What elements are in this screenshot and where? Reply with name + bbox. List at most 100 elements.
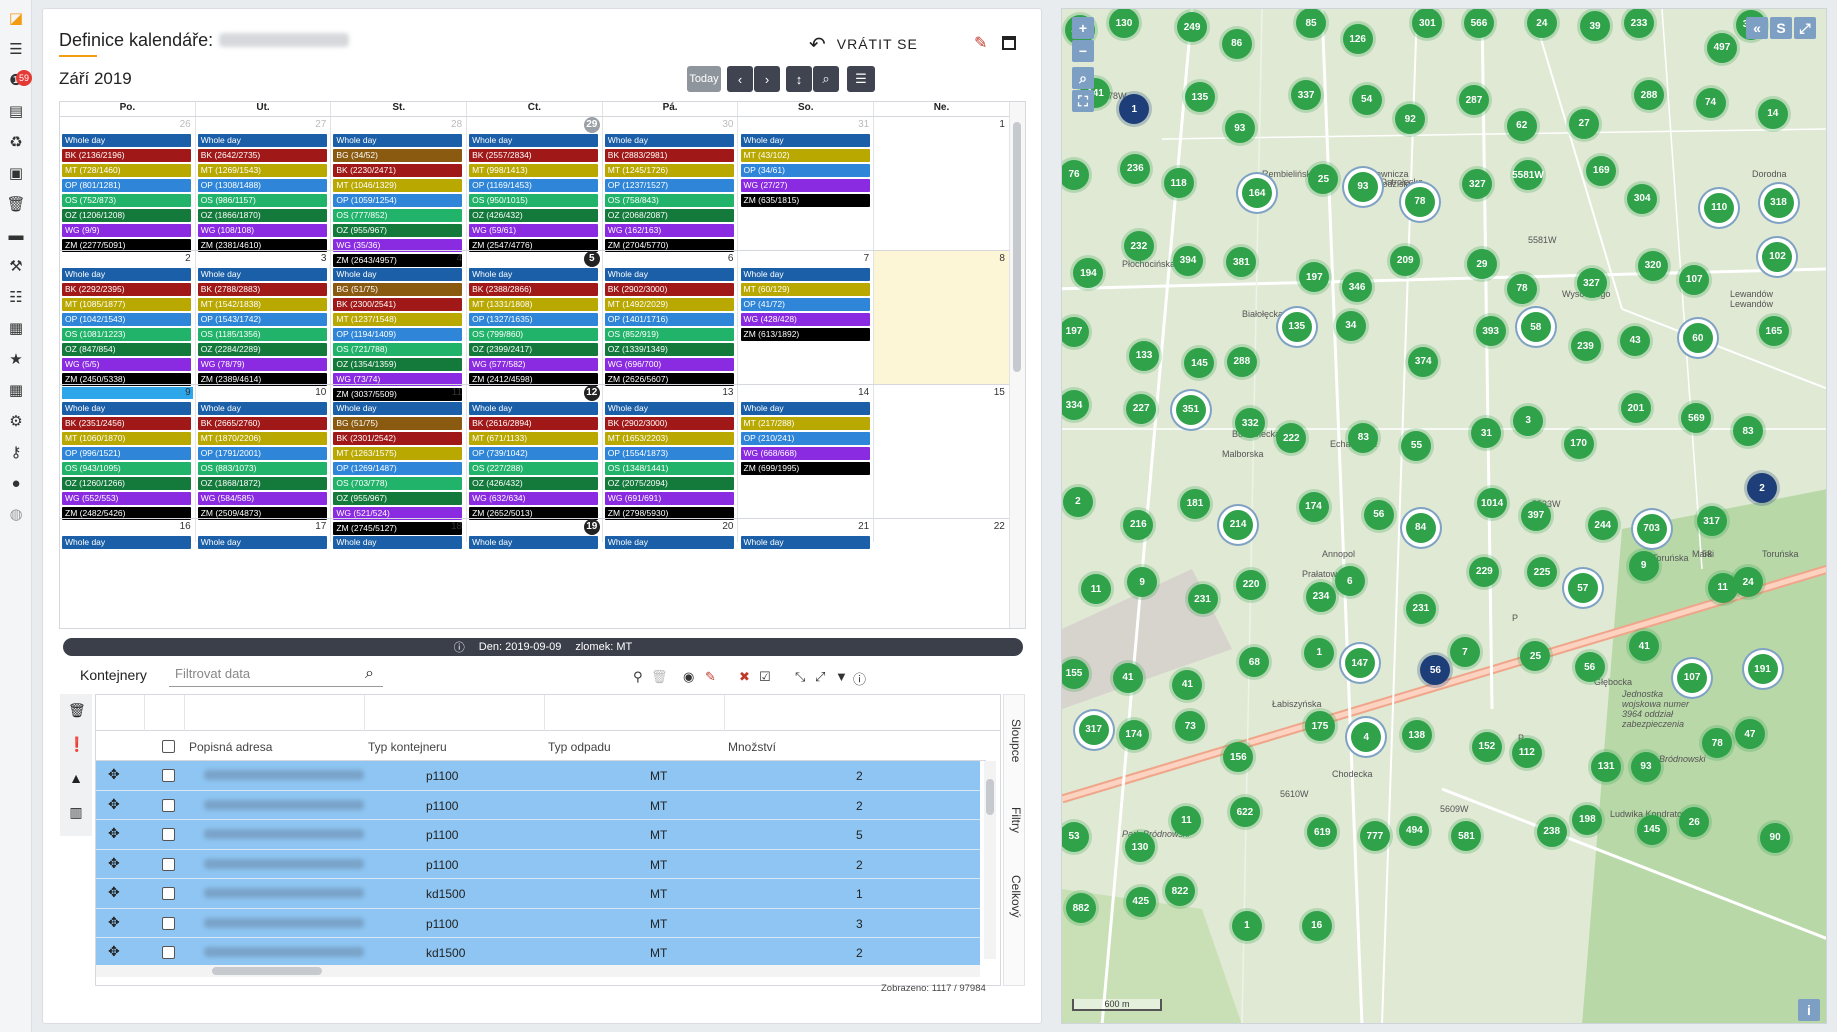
map-cluster-marker[interactable]: 234 <box>1306 581 1336 612</box>
map-cluster-marker[interactable]: 288 <box>1226 346 1257 377</box>
expand-icon[interactable]: ⤢ <box>815 669 826 684</box>
archive-icon[interactable]: ▬ <box>8 226 24 244</box>
calendar-event[interactable]: WG (5/5) <box>62 358 191 371</box>
map-cluster-marker[interactable]: 68 <box>1239 647 1270 678</box>
calendar-day[interactable]: 8 <box>874 251 1010 384</box>
calendar-event[interactable]: WG (521/524) <box>333 507 463 520</box>
map-cluster-marker[interactable]: 145 <box>1636 814 1667 845</box>
map-cluster-marker[interactable]: 24 <box>1733 567 1764 598</box>
calendar-event[interactable]: BK (2351/2456) <box>62 417 191 430</box>
calendar-event[interactable]: OS (1348/1441) <box>604 462 734 475</box>
map-cluster-marker[interactable]: 135 <box>1184 82 1215 113</box>
map-cluster-marker[interactable]: 174 <box>1118 719 1149 750</box>
move-icon[interactable]: ✥ <box>108 825 120 841</box>
column-address[interactable]: Popisná adresa <box>189 740 273 754</box>
eye-off-icon[interactable]: ◉ <box>683 669 695 684</box>
table-row[interactable]: ✥ p1100 MT 2 <box>96 761 980 791</box>
map-cluster-marker[interactable]: 244 <box>1587 510 1618 541</box>
calendar-event[interactable]: OP (801/1281) <box>62 179 191 192</box>
calendar-event[interactable]: Whole day <box>469 268 599 281</box>
calendar-event[interactable]: BK (2136/2196) <box>62 149 191 162</box>
calendar-day[interactable]: 1 <box>874 117 1010 250</box>
calendar-event[interactable]: OS (703/778) <box>333 477 463 490</box>
map-cluster-marker[interactable]: 332 <box>1235 408 1266 439</box>
calendar-event[interactable]: OZ (955/967) <box>333 224 463 237</box>
calendar-event[interactable]: ZM (2450/5338) <box>62 373 191 386</box>
calendar-event[interactable]: OS (883/1073) <box>197 462 327 475</box>
calendar-event[interactable]: ZM (2745/5127) <box>333 522 463 535</box>
calendar-day[interactable]: 5 Whole day BK (2388/2866) MT (1331/1808) OP… <box>467 251 603 386</box>
table-row[interactable]: ✥ p1100 MT 2 <box>96 790 980 820</box>
calendar-event[interactable]: OZ (1339/1349) <box>604 343 734 356</box>
calendar-event[interactable]: MT (217/288) <box>740 417 870 430</box>
calendar-event[interactable]: ZM (2643/4957) <box>333 254 463 267</box>
calendar-event[interactable]: Whole day <box>469 536 599 549</box>
calendar-event[interactable]: OP (1169/1453) <box>469 179 599 192</box>
calendar-event[interactable]: MT (1060/1870) <box>62 432 191 445</box>
map-cluster-marker[interactable]: 334 <box>1062 390 1089 421</box>
calendar-event[interactable]: WG (59/61) <box>469 224 599 237</box>
map-cluster-marker[interactable]: 41 <box>1172 669 1203 700</box>
calendar-event[interactable]: OS (1185/1356) <box>197 328 327 341</box>
calendar-event[interactable]: OZ (2068/2087) <box>604 209 734 222</box>
calendar-event[interactable]: BK (2557/2834) <box>469 149 599 162</box>
calendar-event[interactable]: MT (60/129) <box>740 283 870 296</box>
map-cluster-marker[interactable]: 703 <box>1636 513 1667 544</box>
calendar-event[interactable]: OS (799/860) <box>469 328 599 341</box>
map-info-button[interactable]: i <box>1798 999 1820 1021</box>
calendar-day[interactable]: 7 Whole day MT (60/129) OP (41/72) WG (428/4… <box>739 251 875 384</box>
calendar-event[interactable]: OZ (1354/1359) <box>333 358 463 371</box>
calendar-event[interactable]: BK (2902/3000) <box>604 283 734 296</box>
map-cluster-marker[interactable]: 93 <box>1224 113 1255 144</box>
row-checkbox[interactable] <box>162 769 175 782</box>
map-cluster-marker[interactable]: 76 <box>1062 159 1089 190</box>
zoom-button[interactable]: ⌕ <box>813 66 839 92</box>
map-cluster-marker[interactable]: 7 <box>1449 637 1480 668</box>
map-cluster-marker[interactable]: 62 <box>1506 110 1537 141</box>
map-cluster-marker[interactable]: 394 <box>1173 245 1203 276</box>
calendar-event[interactable]: BK (2292/2395) <box>62 283 191 296</box>
table-row[interactable]: ✥ p1100 MT 3 <box>96 908 980 938</box>
calendar-event[interactable]: ZM (2547/4776) <box>469 239 599 252</box>
calendar-event[interactable]: Whole day <box>604 536 734 549</box>
map-cluster-marker[interactable]: 55 <box>1401 430 1432 461</box>
calendar-event[interactable]: ZM (3037/5509) <box>333 388 463 401</box>
calendar-event[interactable]: WG (584/585) <box>197 492 327 505</box>
map-cluster-marker[interactable]: 1 <box>1119 94 1150 125</box>
calendar-event[interactable]: ZM (635/1815) <box>740 194 870 207</box>
map-cluster-marker[interactable]: 83 <box>1348 422 1379 453</box>
calendar-event[interactable]: BK (2388/2866) <box>469 283 599 296</box>
calendar-event[interactable]: OZ (955/967) <box>333 492 463 505</box>
calendar-event[interactable]: BK (2301/2542) <box>333 432 463 445</box>
calendar-event[interactable]: Whole day <box>197 536 327 549</box>
map-cluster-marker[interactable]: 249 <box>1177 12 1208 43</box>
calendar-event[interactable]: Whole day <box>62 134 191 147</box>
map-cluster-marker[interactable]: 6 <box>1334 566 1365 597</box>
filter-input[interactable]: Filtrovat data <box>169 661 383 687</box>
prev-button[interactable]: ‹ <box>727 66 753 92</box>
calendar-event[interactable]: ZM (2704/5770) <box>604 239 734 252</box>
calendar-event[interactable]: Whole day <box>333 268 463 281</box>
calendar-event[interactable]: MT (1263/1575) <box>333 447 463 460</box>
map-cluster-marker[interactable]: 198 <box>1572 804 1603 835</box>
map-search-button[interactable]: ⌕ <box>1072 67 1094 89</box>
map-cluster-marker[interactable]: 133 <box>1129 340 1160 371</box>
map-cluster-marker[interactable]: 425 <box>1125 886 1156 917</box>
calendar-event[interactable]: WG (35/36) <box>333 239 463 252</box>
remove-icon[interactable]: ✖ <box>739 669 750 684</box>
map-cluster-marker[interactable]: 118 <box>1163 168 1194 199</box>
row-checkbox[interactable] <box>162 887 175 900</box>
map-cluster-marker[interactable]: 181 <box>1179 488 1210 519</box>
map-cluster-marker[interactable]: 622 <box>1229 797 1260 827</box>
alert-icon[interactable]: ❗ <box>68 736 86 752</box>
table-row[interactable]: ✥ p1100 MT 2 <box>96 849 980 879</box>
map-cluster-marker[interactable]: 145 <box>1184 348 1215 379</box>
layers-button[interactable]: S <box>1770 17 1792 39</box>
map-cluster-marker[interactable]: 107 <box>1679 264 1710 295</box>
calendar-event[interactable]: OP (1308/1488) <box>197 179 327 192</box>
map-cluster-marker[interactable]: 93 <box>1630 751 1661 782</box>
calendar-day[interactable]: 4 Whole day BG (51/75) BK (2300/2541) MT (12… <box>331 251 468 401</box>
map-cluster-marker[interactable]: 9 <box>1127 567 1158 598</box>
map-cluster-marker[interactable]: 27 <box>1569 108 1600 139</box>
calendar-event[interactable]: MT (1653/2203) <box>604 432 734 445</box>
